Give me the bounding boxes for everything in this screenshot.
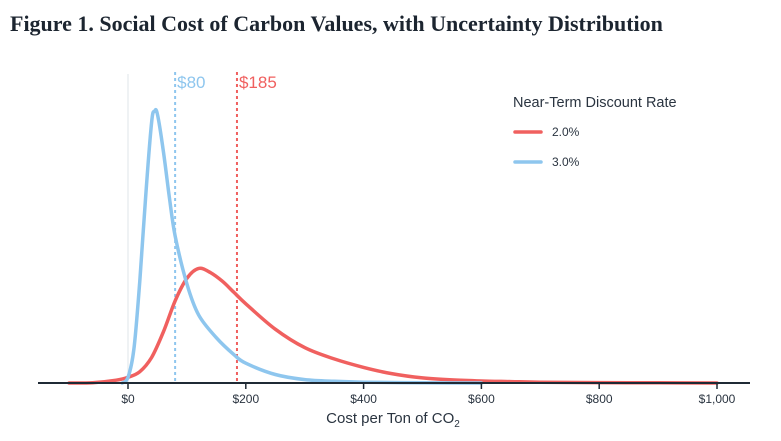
x-tick-label: $800 [586,392,613,406]
series-line-3-0 [120,107,484,385]
legend-title: Near-Term Discount Rate [513,95,677,111]
x-tick-label: $400 [350,392,377,406]
legend-label-3-0: 3.0% [552,155,580,169]
x-tick-label: $1,000 [699,392,736,406]
chart-title: Figure 1. Social Cost of Carbon Values, … [10,11,663,36]
x-axis-label: Cost per Ton of CO2 [326,410,460,430]
x-tick-label: $0 [121,392,135,406]
series-line-2-0 [67,266,719,385]
annotation-label-3-0: $80 [177,73,205,92]
annotation-label-2-0: $185 [239,73,277,92]
x-tick-label: $200 [232,392,259,406]
x-tick-label: $600 [468,392,495,406]
chart-marks: $80 $185 $0 $200 $400 $600 $800 $1,000 Cost per … [38,72,750,430]
legend-label-2-0: 2.0% [552,125,580,139]
